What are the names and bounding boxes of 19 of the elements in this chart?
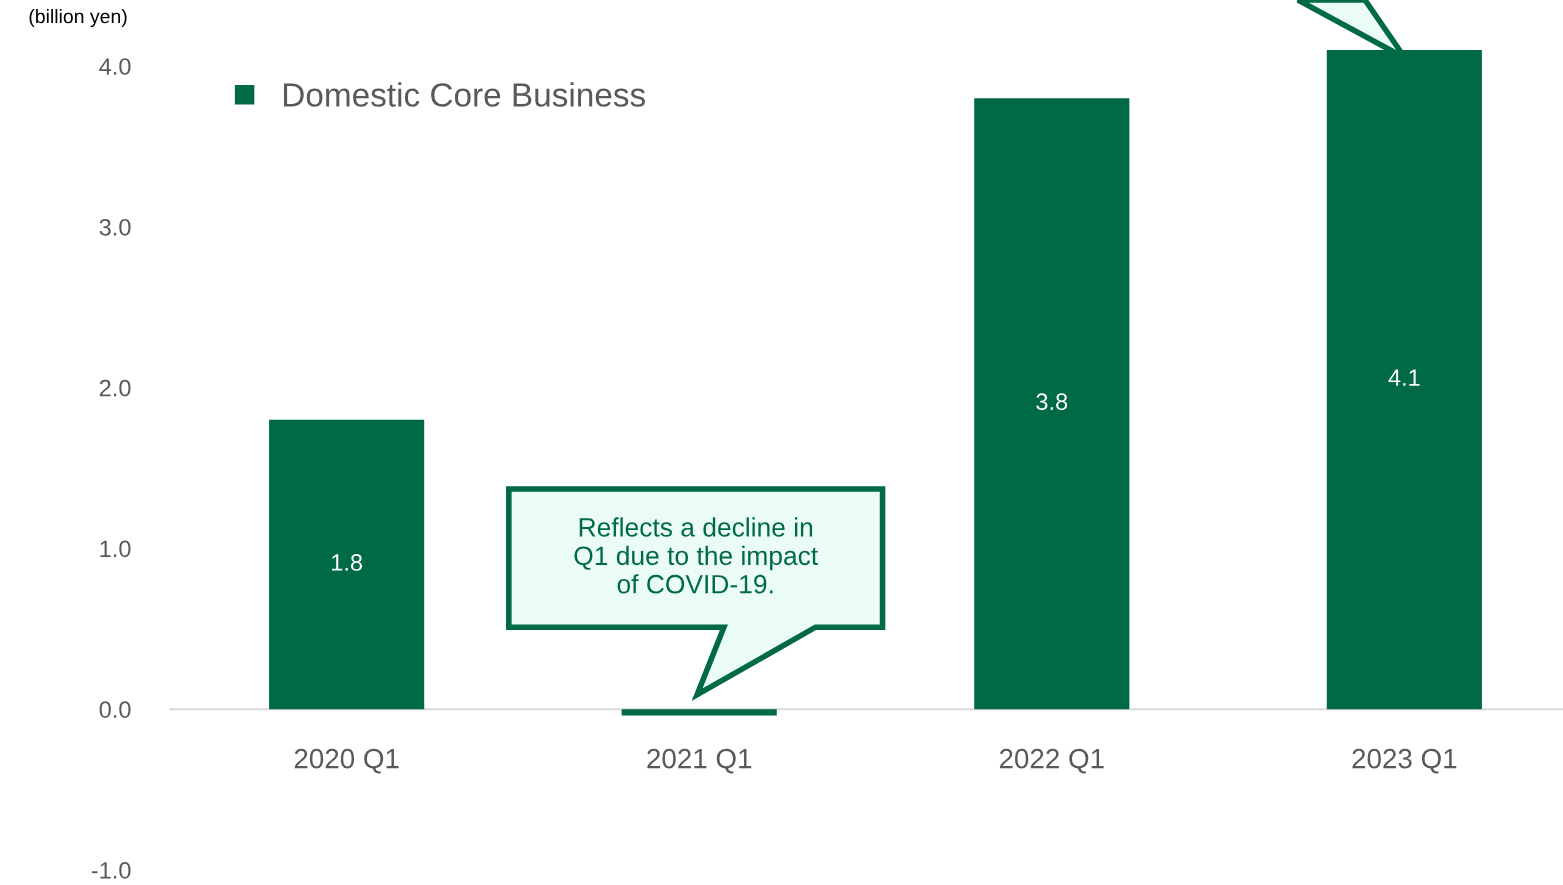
y-tick-label: 3.0 bbox=[99, 218, 131, 236]
annotation: Reflects a decline in Q1 due to the impact of COVID-19. bbox=[574, 517, 818, 594]
y-tick-label: -1.0 bbox=[91, 862, 131, 879]
x-tick-label: 2022 Q1 bbox=[999, 748, 1104, 774]
bar bbox=[621, 709, 777, 716]
y-axis-title: (billion yen) bbox=[29, 9, 127, 28]
y-tick-label: 1.0 bbox=[100, 540, 131, 558]
y-tick-label: 4.0 bbox=[99, 58, 131, 75]
x-tick-label: 2021 Q1 bbox=[647, 748, 752, 774]
data-label: 3.8 bbox=[1036, 393, 1068, 411]
data-label: 4.1 bbox=[1388, 369, 1420, 386]
legend-label: Domestic Core Business bbox=[283, 82, 645, 107]
y-tick-label: 0.0 bbox=[99, 701, 131, 718]
bar bbox=[269, 419, 425, 710]
bar bbox=[974, 98, 1130, 710]
x-tick-label: 2020 Q1 bbox=[294, 748, 399, 774]
data-label: 1.8 bbox=[332, 554, 363, 571]
y-tick-label: 2.0 bbox=[99, 379, 131, 397]
x-tick-label: 2023 Q1 bbox=[1352, 748, 1457, 774]
